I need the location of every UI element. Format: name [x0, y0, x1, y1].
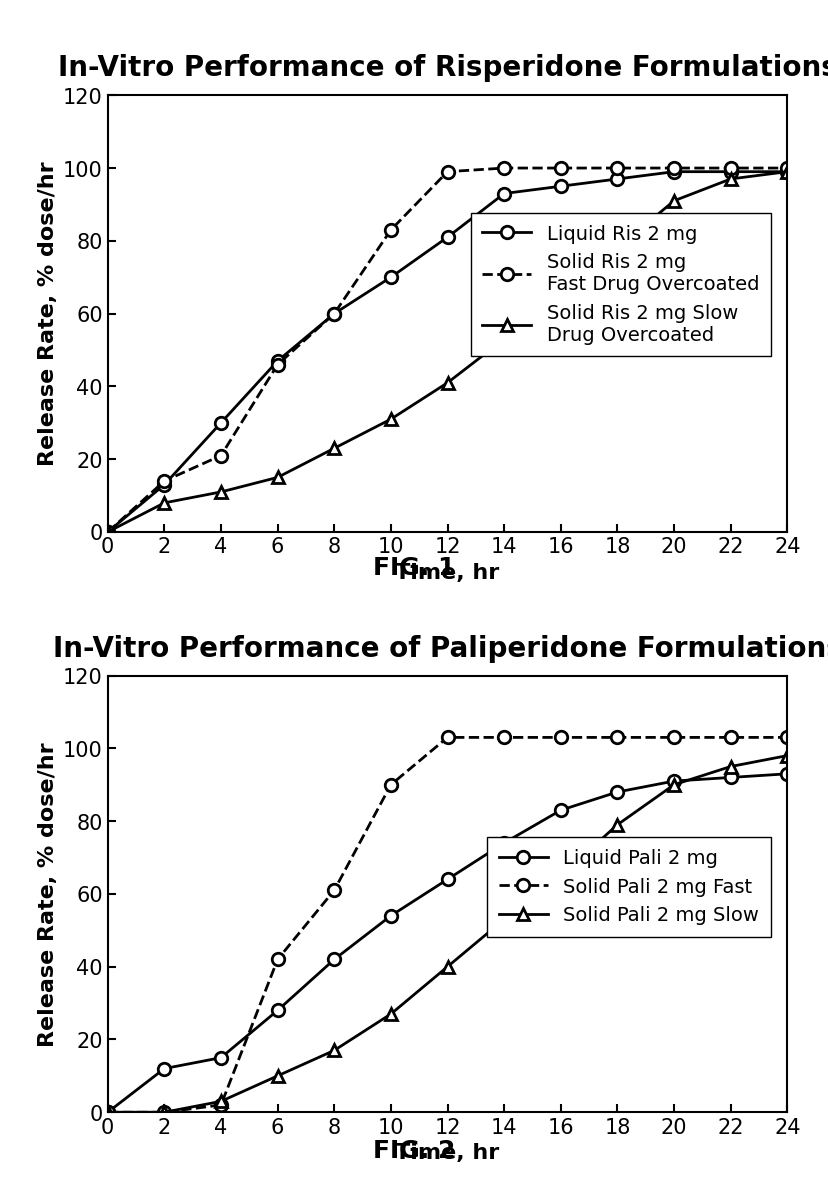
Liquid Ris 2 mg: [498, 187, 508, 201]
Solid Ris 2 mg
Fast Drug Overcoated: [386, 224, 396, 238]
Legend: Liquid Pali 2 mg, Solid Pali 2 mg Fast, Solid Pali 2 mg Slow: Liquid Pali 2 mg, Solid Pali 2 mg Fast, …: [487, 837, 770, 936]
Solid Ris 2 mg
Fast Drug Overcoated: [442, 165, 452, 179]
X-axis label: Time, hr: Time, hr: [395, 1142, 499, 1163]
Solid Ris 2 mg
Fast Drug Overcoated: [668, 161, 678, 176]
Solid Pali 2 mg Slow: [386, 1007, 396, 1021]
Liquid Pali 2 mg: [272, 1003, 282, 1018]
Title: In-Vitro Performance of Paliperidone Formulations: In-Vitro Performance of Paliperidone For…: [53, 634, 828, 663]
Solid Pali 2 mg Slow: [159, 1105, 169, 1119]
Liquid Ris 2 mg: [725, 165, 735, 179]
Liquid Ris 2 mg: [103, 525, 113, 539]
Solid Pali 2 mg Slow: [329, 1043, 339, 1057]
Liquid Pali 2 mg: [556, 804, 566, 818]
Solid Ris 2 mg
Fast Drug Overcoated: [556, 161, 566, 176]
Solid Ris 2 mg Slow
Drug Overcoated: [442, 376, 452, 390]
Solid Pali 2 mg Slow: [272, 1069, 282, 1084]
Solid Ris 2 mg
Fast Drug Overcoated: [216, 448, 226, 463]
Solid Pali 2 mg Slow: [725, 759, 735, 774]
Solid Ris 2 mg Slow
Drug Overcoated: [498, 332, 508, 347]
Title: In-Vitro Performance of Risperidone Formulations: In-Vitro Performance of Risperidone Form…: [58, 54, 828, 83]
Liquid Ris 2 mg: [556, 179, 566, 194]
Liquid Pali 2 mg: [159, 1062, 169, 1076]
Liquid Ris 2 mg: [159, 477, 169, 492]
Line: Liquid Pali 2 mg: Liquid Pali 2 mg: [101, 768, 793, 1118]
Line: Solid Pali 2 mg Slow: Solid Pali 2 mg Slow: [101, 750, 793, 1118]
Liquid Pali 2 mg: [725, 770, 735, 785]
Solid Pali 2 mg Fast: [329, 883, 339, 897]
Solid Pali 2 mg Fast: [272, 952, 282, 966]
Line: Solid Pali 2 mg Fast: Solid Pali 2 mg Fast: [101, 731, 793, 1118]
Liquid Ris 2 mg: [386, 270, 396, 285]
Solid Ris 2 mg
Fast Drug Overcoated: [272, 358, 282, 372]
Solid Pali 2 mg Fast: [556, 731, 566, 745]
Solid Pali 2 mg Fast: [386, 777, 396, 792]
Solid Pali 2 mg Fast: [498, 731, 508, 745]
Liquid Pali 2 mg: [668, 774, 678, 788]
Solid Pali 2 mg Fast: [612, 731, 622, 745]
Solid Pali 2 mg Slow: [612, 818, 622, 832]
Text: FIG. 2: FIG. 2: [373, 1139, 455, 1163]
Solid Pali 2 mg Slow: [782, 749, 792, 763]
Solid Pali 2 mg Slow: [103, 1105, 113, 1119]
Liquid Pali 2 mg: [498, 836, 508, 850]
Solid Pali 2 mg Fast: [216, 1098, 226, 1112]
Solid Ris 2 mg Slow
Drug Overcoated: [386, 413, 396, 427]
Liquid Ris 2 mg: [782, 165, 792, 179]
Solid Ris 2 mg Slow
Drug Overcoated: [329, 441, 339, 456]
Solid Ris 2 mg Slow
Drug Overcoated: [668, 194, 678, 208]
Solid Pali 2 mg Fast: [782, 731, 792, 745]
Solid Ris 2 mg
Fast Drug Overcoated: [329, 306, 339, 321]
Line: Solid Ris 2 mg Slow
Drug Overcoated: Solid Ris 2 mg Slow Drug Overcoated: [101, 166, 793, 538]
Liquid Pali 2 mg: [782, 767, 792, 781]
Line: Solid Ris 2 mg
Fast Drug Overcoated: Solid Ris 2 mg Fast Drug Overcoated: [101, 163, 793, 538]
Legend: Liquid Ris 2 mg, Solid Ris 2 mg
Fast Drug Overcoated, Solid Ris 2 mg Slow
Drug O: Liquid Ris 2 mg, Solid Ris 2 mg Fast Dru…: [470, 213, 770, 356]
Solid Ris 2 mg Slow
Drug Overcoated: [556, 288, 566, 303]
Solid Ris 2 mg Slow
Drug Overcoated: [159, 496, 169, 511]
Solid Pali 2 mg Fast: [159, 1105, 169, 1119]
Liquid Pali 2 mg: [442, 872, 452, 886]
Solid Ris 2 mg Slow
Drug Overcoated: [216, 486, 226, 500]
Solid Ris 2 mg
Fast Drug Overcoated: [103, 525, 113, 539]
Solid Ris 2 mg Slow
Drug Overcoated: [612, 242, 622, 256]
Liquid Ris 2 mg: [216, 416, 226, 431]
Solid Ris 2 mg Slow
Drug Overcoated: [725, 172, 735, 187]
Solid Ris 2 mg
Fast Drug Overcoated: [612, 161, 622, 176]
Liquid Ris 2 mg: [442, 231, 452, 245]
Solid Ris 2 mg
Fast Drug Overcoated: [159, 474, 169, 488]
Solid Pali 2 mg Slow: [442, 959, 452, 974]
Liquid Ris 2 mg: [272, 354, 282, 368]
Solid Pali 2 mg Slow: [498, 913, 508, 927]
Y-axis label: Release Rate, % dose/hr: Release Rate, % dose/hr: [37, 742, 57, 1046]
Solid Ris 2 mg Slow
Drug Overcoated: [103, 525, 113, 539]
Liquid Ris 2 mg: [612, 172, 622, 187]
X-axis label: Time, hr: Time, hr: [395, 562, 499, 582]
Solid Ris 2 mg
Fast Drug Overcoated: [498, 161, 508, 176]
Line: Liquid Ris 2 mg: Liquid Ris 2 mg: [101, 166, 793, 538]
Liquid Ris 2 mg: [329, 306, 339, 321]
Liquid Pali 2 mg: [103, 1105, 113, 1119]
Liquid Pali 2 mg: [329, 952, 339, 966]
Solid Ris 2 mg
Fast Drug Overcoated: [782, 161, 792, 176]
Solid Pali 2 mg Slow: [216, 1094, 226, 1109]
Solid Pali 2 mg Fast: [442, 731, 452, 745]
Solid Pali 2 mg Fast: [668, 731, 678, 745]
Liquid Pali 2 mg: [216, 1050, 226, 1064]
Solid Pali 2 mg Slow: [668, 777, 678, 792]
Solid Pali 2 mg Slow: [556, 868, 566, 883]
Y-axis label: Release Rate, % dose/hr: Release Rate, % dose/hr: [37, 161, 57, 466]
Solid Ris 2 mg
Fast Drug Overcoated: [725, 161, 735, 176]
Solid Pali 2 mg Fast: [103, 1105, 113, 1119]
Liquid Pali 2 mg: [612, 785, 622, 799]
Solid Ris 2 mg Slow
Drug Overcoated: [272, 470, 282, 484]
Solid Pali 2 mg Fast: [725, 731, 735, 745]
Liquid Pali 2 mg: [386, 909, 396, 923]
Text: FIG. 1: FIG. 1: [373, 556, 455, 580]
Liquid Ris 2 mg: [668, 165, 678, 179]
Solid Ris 2 mg Slow
Drug Overcoated: [782, 165, 792, 179]
